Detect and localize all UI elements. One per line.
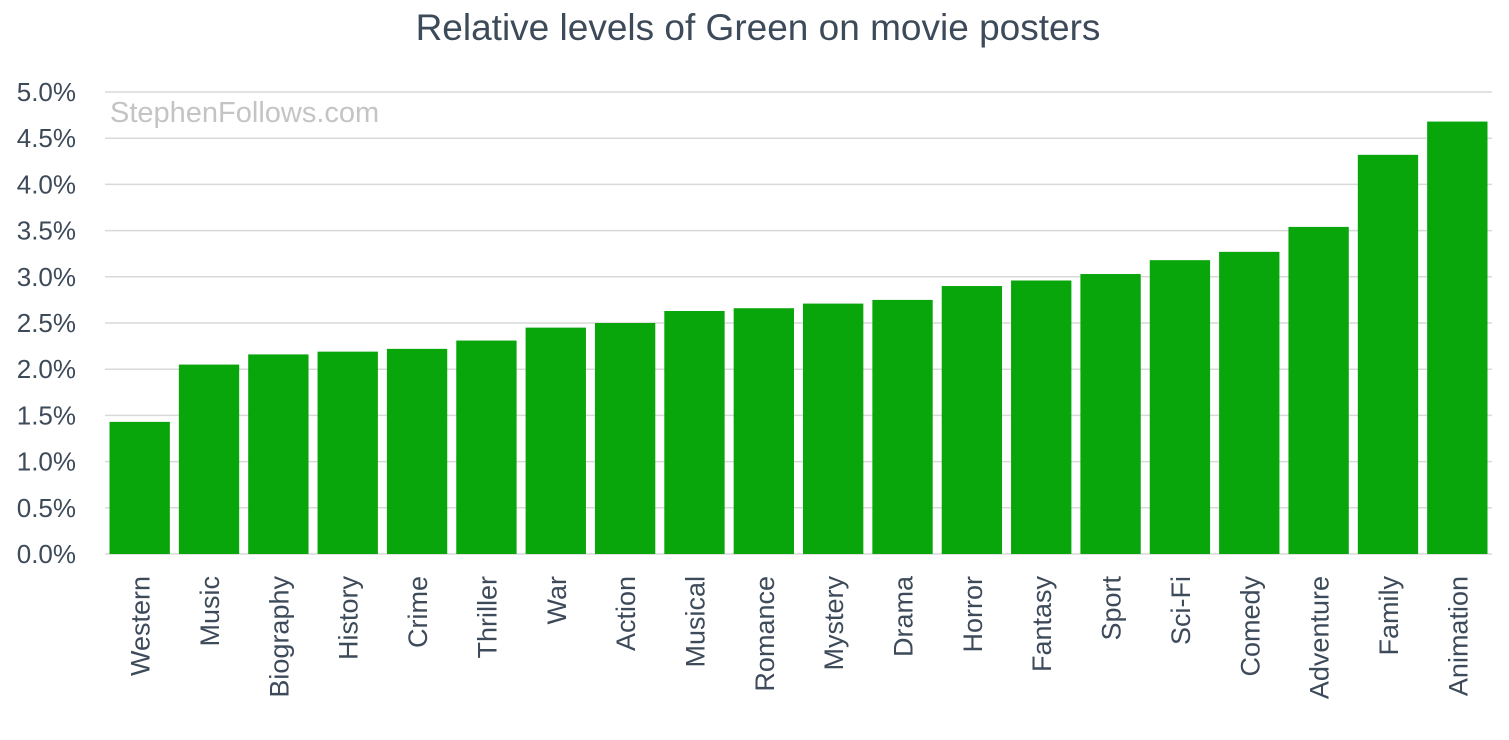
x-tick-label: Sci-Fi xyxy=(1166,576,1196,645)
y-tick-label: 1.5% xyxy=(17,400,76,430)
x-tick-label: Sport xyxy=(1097,576,1127,641)
x-tick-label: Comedy xyxy=(1235,576,1265,677)
y-tick-label: 3.5% xyxy=(17,216,76,246)
bar xyxy=(386,348,448,554)
x-tick-label: Romance xyxy=(750,576,780,692)
chart-title: Relative levels of Green on movie poster… xyxy=(416,7,1101,48)
x-tick-label: History xyxy=(334,576,364,661)
bar xyxy=(317,351,378,554)
bar xyxy=(1149,260,1211,554)
bar xyxy=(594,323,656,554)
bar xyxy=(733,308,794,554)
x-tick-label: Biography xyxy=(264,576,294,698)
bar xyxy=(456,340,517,554)
bar xyxy=(1427,121,1488,555)
x-tick-label: Drama xyxy=(889,575,919,657)
x-tick-label: Music xyxy=(195,576,225,647)
x-tick-label: Action xyxy=(611,576,641,651)
x-tick-label: Mystery xyxy=(819,576,849,671)
x-axis-labels: Western Music Biography History Crime Thrille… xyxy=(126,575,1474,699)
y-tick-label: 3.0% xyxy=(17,262,76,292)
x-tick-label: Western xyxy=(126,576,156,676)
bar xyxy=(109,421,170,554)
watermark: StephenFollows.com xyxy=(110,97,379,129)
x-tick-label: Horror xyxy=(958,576,988,653)
bar xyxy=(1357,154,1419,554)
x-tick-label: Crime xyxy=(403,576,433,648)
x-tick-label: War xyxy=(542,576,572,625)
bar xyxy=(1288,226,1349,555)
bar xyxy=(1080,274,1141,554)
y-tick-label: 2.5% xyxy=(17,308,76,338)
x-tick-label: Adventure xyxy=(1305,576,1335,699)
gridlines xyxy=(105,91,1492,555)
y-tick-label: 0.0% xyxy=(17,539,76,569)
y-tick-label: 0.5% xyxy=(17,493,76,523)
bar xyxy=(803,303,864,554)
bar xyxy=(178,364,240,554)
y-tick-label: 5.0% xyxy=(17,77,76,107)
bars xyxy=(109,121,1488,555)
bar xyxy=(525,327,586,554)
x-tick-label: Family xyxy=(1374,576,1404,656)
x-tick-label: Musical xyxy=(680,576,710,668)
y-axis-ticks: 0.0% 0.5% 1.0% 1.5% 2.0% 2.5% 3.0% 3.5% 4.0% 4.5%… xyxy=(17,77,76,569)
x-tick-label: Animation xyxy=(1443,576,1473,696)
bar xyxy=(1219,251,1280,555)
y-tick-label: 4.5% xyxy=(17,123,76,153)
y-tick-label: 1.0% xyxy=(17,447,76,477)
bar xyxy=(872,299,933,554)
bar xyxy=(941,286,1003,554)
x-tick-label: Thriller xyxy=(472,576,502,659)
x-tick-label: Fantasy xyxy=(1027,576,1057,673)
y-tick-label: 2.0% xyxy=(17,354,76,384)
y-tick-label: 4.0% xyxy=(17,169,76,199)
bar xyxy=(664,310,725,554)
bar xyxy=(248,354,309,554)
bar xyxy=(1011,280,1072,554)
